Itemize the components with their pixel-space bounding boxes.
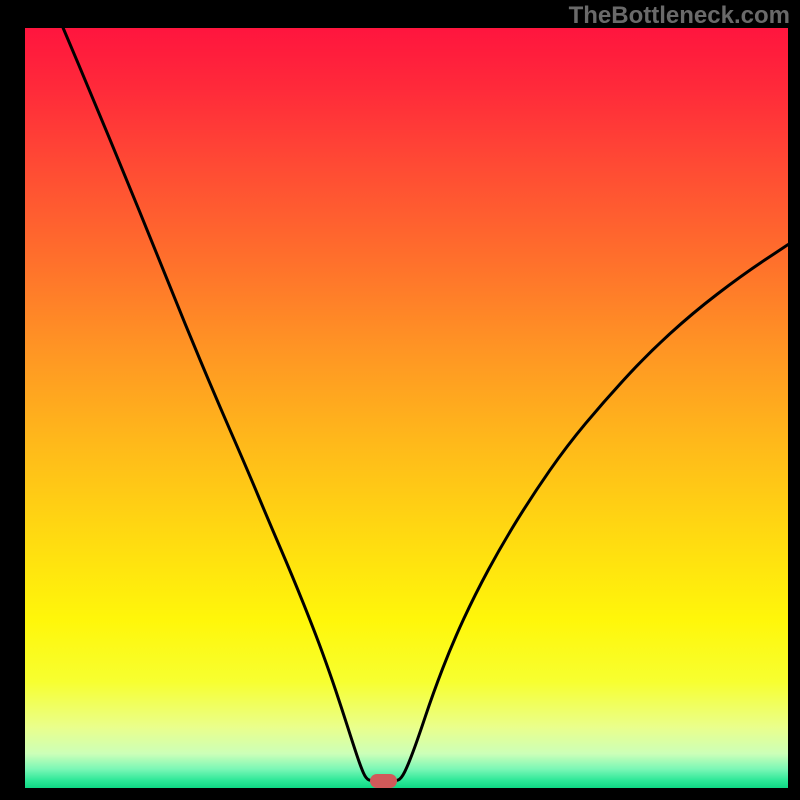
chart-plot-area (25, 28, 788, 788)
watermark-text: TheBottleneck.com (569, 2, 790, 30)
bottleneck-curve (25, 28, 788, 788)
optimal-point-marker (370, 774, 397, 788)
